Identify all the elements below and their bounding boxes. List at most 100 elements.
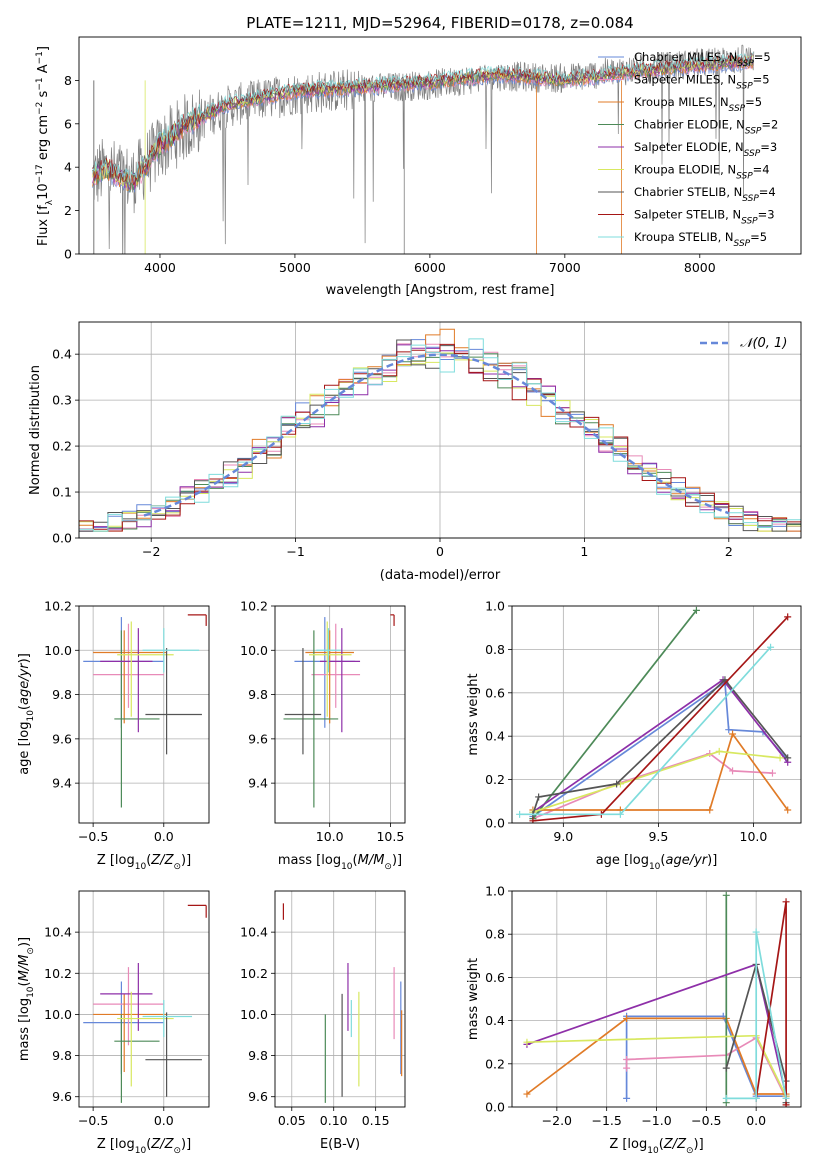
legend-label: Salpeter STELIB, NSSP=3 bbox=[634, 208, 775, 227]
weight-point bbox=[722, 1094, 730, 1102]
y-tick-label: 0.4 bbox=[52, 347, 72, 362]
plot-area-weight_vs_Z bbox=[523, 891, 790, 1107]
x-tick-label: 5000 bbox=[279, 260, 311, 275]
x-tick-label: 6000 bbox=[414, 260, 446, 275]
x-tick-label: −1 bbox=[286, 544, 304, 559]
y-tick-label: 0.3 bbox=[52, 393, 72, 408]
y-tick-label: 9.6 bbox=[52, 731, 72, 746]
weight-line bbox=[532, 609, 698, 820]
y-tick-label: 10.0 bbox=[44, 643, 72, 658]
y-tick-label: 0.1 bbox=[52, 485, 72, 500]
histogram-step bbox=[79, 338, 801, 538]
y-axis-label: mass [log10(M/M⊙)] bbox=[17, 937, 36, 1061]
axes-frame-weight_vs_Z bbox=[511, 890, 802, 1108]
x-axis-label: Z [log10(Z/Z⊙)] bbox=[609, 1137, 703, 1156]
weight-point bbox=[782, 898, 790, 906]
weight-point bbox=[722, 891, 730, 899]
axes-frame-spectrum bbox=[78, 36, 802, 255]
weight-point bbox=[784, 806, 792, 814]
y-tick-label: 10.4 bbox=[44, 925, 72, 940]
y-tick-label: 10.0 bbox=[44, 1007, 72, 1022]
y-tick-label: 9.4 bbox=[52, 776, 72, 791]
y-tick-label: 6 bbox=[64, 116, 72, 131]
histogram-step bbox=[79, 328, 801, 538]
plot-area-age_vs_Z bbox=[83, 614, 207, 808]
y-tick-label: 9.6 bbox=[248, 731, 268, 746]
weight-point bbox=[768, 769, 776, 777]
weight-point bbox=[535, 793, 543, 801]
y-tick-label: 1.0 bbox=[485, 884, 505, 899]
legend-label: Kroupa STELIB, NSSP=5 bbox=[634, 230, 767, 249]
spectrum-model-line bbox=[92, 55, 754, 190]
weight-point bbox=[776, 754, 784, 762]
y-axis-label: age [log10(age/yr)] bbox=[17, 653, 36, 775]
weight-point bbox=[752, 1094, 760, 1102]
x-tick-label: 4000 bbox=[144, 260, 176, 275]
plot-area-spectrum bbox=[92, 44, 755, 254]
panel-age_vs_Z: −0.5 0.0 9.4 9.6 9.8 10.0 10.2 Z [log10(Z/Z⊙)] a… bbox=[17, 599, 210, 872]
x-tick-label: 0.05 bbox=[278, 1113, 306, 1128]
y-tick-label: 0.8 bbox=[485, 927, 505, 942]
axes-frame-age_vs_mass bbox=[274, 605, 406, 824]
panel-mass_vs_Z: −0.5 0.0 9.6 9.8 10.0 10.2 10.4 Z [log10(Z/Z⊙)]… bbox=[17, 890, 210, 1156]
legend-label: 𝒩(0, 1) bbox=[740, 336, 787, 351]
x-tick-label: 0.0 bbox=[154, 829, 174, 844]
x-tick-label: −0.5 bbox=[78, 1113, 108, 1128]
y-tick-label: 0.8 bbox=[485, 642, 505, 657]
y-tick-label: 0.2 bbox=[485, 1056, 505, 1071]
spectrum-model-line bbox=[92, 52, 754, 186]
y-tick-label: 0 bbox=[64, 247, 72, 262]
y-axis-label: Flux [fλ10−17 erg cm−2 s−1 A−1] bbox=[35, 46, 55, 246]
y-tick-label: 8 bbox=[64, 73, 72, 88]
plot-area-weight_vs_age bbox=[516, 606, 792, 823]
x-tick-label: 0.0 bbox=[746, 1113, 766, 1128]
weight-point bbox=[523, 1038, 531, 1046]
weight-point bbox=[529, 817, 537, 823]
weight-point bbox=[623, 1064, 631, 1072]
y-tick-label: 9.8 bbox=[248, 687, 268, 702]
x-tick-label: 0.10 bbox=[320, 1113, 348, 1128]
x-tick-label: 2 bbox=[725, 544, 733, 559]
x-tick-label: −0.5 bbox=[691, 1113, 721, 1128]
weight-point bbox=[725, 726, 733, 734]
weight-point bbox=[692, 606, 700, 614]
weight-point bbox=[623, 1055, 631, 1063]
x-tick-label: 7000 bbox=[549, 260, 581, 275]
weight-point bbox=[722, 1064, 730, 1072]
legend-label: Chabrier STELIB, NSSP=4 bbox=[634, 185, 776, 204]
plot-area-residuals bbox=[79, 328, 801, 538]
plot-area-mass_vs_EBV bbox=[282, 903, 403, 1103]
legend-label: Kroupa MILES, NSSP=5 bbox=[634, 95, 762, 114]
y-tick-label: 0.0 bbox=[485, 1100, 505, 1115]
grid-mass_vs_EBV bbox=[275, 891, 405, 1107]
legend-label: Chabrier MILES, NSSP=5 bbox=[634, 50, 771, 69]
y-axis-label: mass weight bbox=[466, 958, 481, 1040]
y-tick-label: 0.0 bbox=[52, 531, 72, 546]
legend-label: Chabrier ELODIE, NSSP=2 bbox=[634, 118, 778, 137]
weight-point bbox=[516, 810, 524, 818]
legend-label: Kroupa ELODIE, NSSP=4 bbox=[634, 163, 770, 182]
y-tick-label: 2 bbox=[64, 203, 72, 218]
x-axis-label: Z [log10(Z/Z⊙)] bbox=[97, 853, 191, 872]
y-tick-label: 10.2 bbox=[44, 599, 72, 614]
histogram-step bbox=[79, 339, 801, 538]
y-axis-label: mass weight bbox=[466, 673, 481, 755]
y-tick-label: 4 bbox=[64, 160, 72, 175]
figure-title: PLATE=1211, MJD=52964, FIBERID=0178, z=0… bbox=[246, 14, 633, 32]
x-tick-label: −0.5 bbox=[78, 829, 108, 844]
y-tick-label: 0.2 bbox=[52, 439, 72, 454]
weight-line bbox=[532, 750, 781, 813]
y-tick-label: 0.6 bbox=[485, 685, 505, 700]
x-tick-label: 0 bbox=[436, 544, 444, 559]
x-axis-label: age [log10(age/yr)] bbox=[596, 853, 718, 872]
y-tick-label: 1.0 bbox=[485, 599, 505, 614]
y-tick-label: 10.2 bbox=[240, 966, 268, 981]
x-tick-label: −1.5 bbox=[591, 1113, 621, 1128]
y-tick-label: 9.8 bbox=[248, 1048, 268, 1063]
weight-point bbox=[613, 780, 621, 788]
x-tick-label: 0.15 bbox=[362, 1113, 390, 1128]
legend-label: Salpeter MILES, NSSP=5 bbox=[634, 73, 770, 92]
plot-area-age_vs_mass bbox=[283, 614, 395, 808]
panel-age_vs_mass: 10.0 10.5 9.4 9.6 9.8 10.0 10.2 mass [log10(M/M… bbox=[240, 599, 406, 872]
